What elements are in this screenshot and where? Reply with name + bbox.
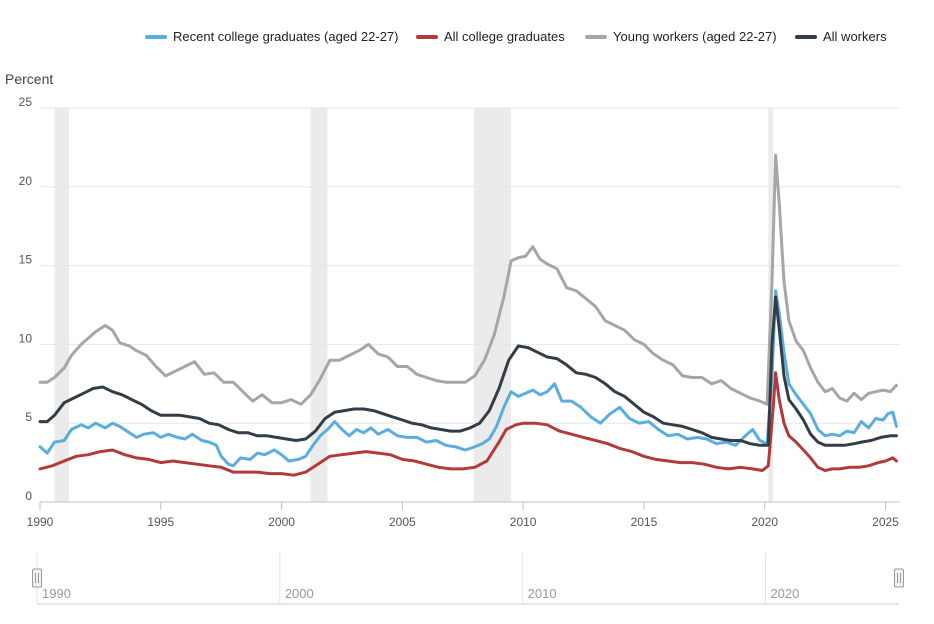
- handle-grip: [32, 568, 42, 588]
- x-tick-label: 1990: [27, 515, 54, 529]
- x-axis-ticks: 1990 1995 2000 2005 2010 2015 2020 2025: [27, 502, 899, 529]
- legend-label: Recent college graduates (aged 22-27): [173, 29, 398, 44]
- legend-item-3[interactable]: All workers: [795, 29, 887, 44]
- navigator-handle-right[interactable]: [894, 568, 904, 588]
- navigator-label: 2010: [528, 586, 557, 601]
- series-lines: [38, 153, 898, 477]
- y-axis-ticks: 0 5 10 15 20 25: [19, 95, 33, 503]
- legend-item-1[interactable]: All college graduates: [416, 29, 565, 44]
- navigator-label: 2020: [770, 586, 799, 601]
- recession-band: [310, 108, 328, 502]
- x-tick-label: 2005: [389, 515, 416, 529]
- y-tick-label: 20: [19, 174, 33, 188]
- y-tick-label: 10: [19, 331, 33, 345]
- recession-band: [473, 108, 512, 502]
- x-tick-label: 2015: [631, 515, 658, 529]
- legend-label: All workers: [823, 29, 887, 44]
- y-tick-label: 0: [25, 489, 32, 503]
- navigator-handle-left[interactable]: [32, 568, 42, 588]
- series-line-1: [38, 371, 898, 477]
- legend-label: All college graduates: [444, 29, 565, 44]
- y-tick-label: 15: [19, 253, 33, 267]
- legend: Recent college graduates (aged 22-27) All…: [145, 29, 887, 44]
- x-tick-label: 2020: [751, 515, 778, 529]
- y-tick-label: 5: [25, 410, 32, 424]
- series-line-0: [38, 289, 898, 468]
- x-tick-label: 2010: [510, 515, 537, 529]
- series-line-2: [38, 153, 898, 406]
- handle-grip: [894, 568, 904, 588]
- legend-label: Young workers (aged 22-27): [613, 29, 777, 44]
- x-tick-label: 2025: [872, 515, 899, 529]
- navigator-label: 1990: [42, 586, 71, 601]
- range-navigator[interactable]: 1990 2000 2010 2020: [32, 553, 904, 605]
- navigator-label: 2000: [285, 586, 314, 601]
- series-line-3: [38, 295, 898, 447]
- gridlines: [40, 107, 900, 424]
- x-tick-label: 2000: [268, 515, 295, 529]
- legend-item-0[interactable]: Recent college graduates (aged 22-27): [145, 29, 398, 44]
- legend-item-2[interactable]: Young workers (aged 22-27): [585, 29, 777, 44]
- y-tick-label: 25: [19, 95, 33, 109]
- recession-bands: [54, 108, 774, 502]
- x-tick-label: 1995: [147, 515, 174, 529]
- y-axis-label: Percent: [5, 71, 53, 87]
